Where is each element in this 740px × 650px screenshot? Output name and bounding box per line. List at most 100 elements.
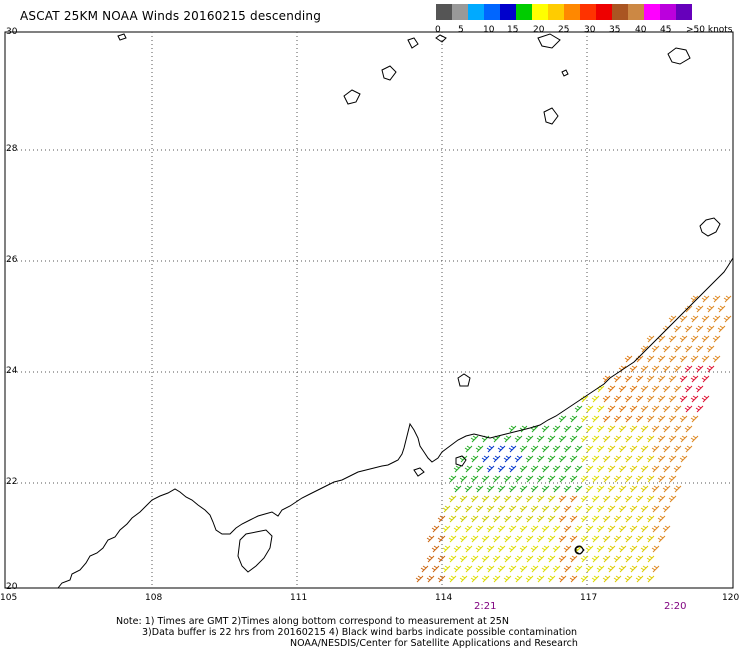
wind-barb xyxy=(442,545,451,553)
wind-barb xyxy=(618,445,627,453)
wind-barb xyxy=(635,555,644,563)
wind-barb xyxy=(525,535,534,543)
wind-barb xyxy=(420,565,429,573)
wind-barb xyxy=(618,385,627,393)
colorbar-label: 5 xyxy=(458,25,464,35)
colorbar-cell xyxy=(660,4,676,20)
wind-barb xyxy=(684,405,693,413)
colorbar-cell xyxy=(564,4,580,20)
wind-barb xyxy=(486,545,495,553)
wind-barb xyxy=(453,525,462,533)
wind-barb xyxy=(613,535,622,543)
wind-barb xyxy=(607,505,616,513)
wind-barb xyxy=(690,395,699,403)
wind-barb xyxy=(651,545,660,553)
wind-barb xyxy=(459,575,468,583)
wind-barb xyxy=(569,475,578,483)
wind-barb xyxy=(448,535,457,543)
wind-barb xyxy=(563,545,572,553)
wind-barb xyxy=(591,475,600,483)
wind-barb xyxy=(662,405,671,413)
wind-barb xyxy=(651,405,660,413)
wind-barb xyxy=(492,455,501,463)
wind-barb xyxy=(662,345,671,353)
wind-barb xyxy=(706,325,715,333)
wind-barb xyxy=(530,465,539,473)
wind-barb xyxy=(459,495,468,503)
wind-barb xyxy=(646,415,655,423)
wind-barb xyxy=(651,385,660,393)
wind-barb xyxy=(701,375,710,383)
colorbar-cell xyxy=(484,4,500,20)
wind-barb xyxy=(464,525,473,533)
wind-barb xyxy=(525,475,534,483)
wind-barb xyxy=(508,525,517,533)
wind-barb xyxy=(695,325,704,333)
wind-barb xyxy=(635,375,644,383)
wind-barb xyxy=(602,395,611,403)
wind-barb xyxy=(541,465,550,473)
wind-barb xyxy=(415,575,424,583)
wind-barb xyxy=(547,435,556,443)
wind-barb xyxy=(646,435,655,443)
wind-barb xyxy=(574,485,583,493)
wind-barb xyxy=(640,505,649,513)
wind-barb xyxy=(607,465,616,473)
wind-barb xyxy=(701,335,710,343)
wind-barb xyxy=(646,575,655,583)
wind-barb xyxy=(574,505,583,513)
colorbar-label: 45 xyxy=(660,25,672,35)
wind-barb xyxy=(646,395,655,403)
wind-barb xyxy=(536,555,545,563)
wind-barb xyxy=(646,515,655,523)
wind-barb xyxy=(629,525,638,533)
wind-barb xyxy=(530,485,539,493)
wind-speed-colorbar: 0 5 10 15 20 25 30 35 40 45 >50 knots xyxy=(435,4,733,35)
wind-barb xyxy=(624,535,633,543)
wind-barb xyxy=(464,465,473,473)
wind-barb xyxy=(607,545,616,553)
wind-barb xyxy=(607,425,616,433)
wind-barb xyxy=(635,475,644,483)
lon-label-111: 111 xyxy=(290,593,308,603)
wind-barb xyxy=(607,525,616,533)
wind-barb xyxy=(591,515,600,523)
wind-barb xyxy=(459,555,468,563)
wind-barb xyxy=(547,475,556,483)
wind-barb xyxy=(519,445,528,453)
wind-barb xyxy=(596,485,605,493)
wind-barb xyxy=(662,445,671,453)
wind-barb xyxy=(486,445,495,453)
wind-barb xyxy=(679,415,688,423)
wind-barb xyxy=(657,395,666,403)
wind-barb xyxy=(547,575,556,583)
wind-barb xyxy=(624,455,633,463)
wind-barb xyxy=(662,385,671,393)
wind-barb xyxy=(668,355,677,363)
wind-barb xyxy=(673,405,682,413)
lat-label-30: 30 xyxy=(6,27,18,37)
wind-barb xyxy=(662,485,671,493)
wind-barb xyxy=(585,465,594,473)
wind-barb xyxy=(525,455,534,463)
wind-barb xyxy=(585,425,594,433)
wind-barb xyxy=(657,335,666,343)
wind-barb xyxy=(481,495,490,503)
wind-barb xyxy=(624,515,633,523)
wind-barb xyxy=(618,545,627,553)
wind-barb xyxy=(657,455,666,463)
wind-barb xyxy=(481,455,490,463)
wind-barb xyxy=(673,345,682,353)
wind-barb xyxy=(673,325,682,333)
wind-barb xyxy=(640,565,649,573)
colorbar-cell xyxy=(628,4,644,20)
wind-barb xyxy=(662,465,671,473)
wind-barb xyxy=(486,525,495,533)
wind-barb xyxy=(618,525,627,533)
wind-barb xyxy=(690,295,699,303)
wind-barb xyxy=(585,545,594,553)
wind-barb xyxy=(629,565,638,573)
wind-barb xyxy=(464,485,473,493)
wind-barb xyxy=(453,505,462,513)
wind-barb xyxy=(585,445,594,453)
